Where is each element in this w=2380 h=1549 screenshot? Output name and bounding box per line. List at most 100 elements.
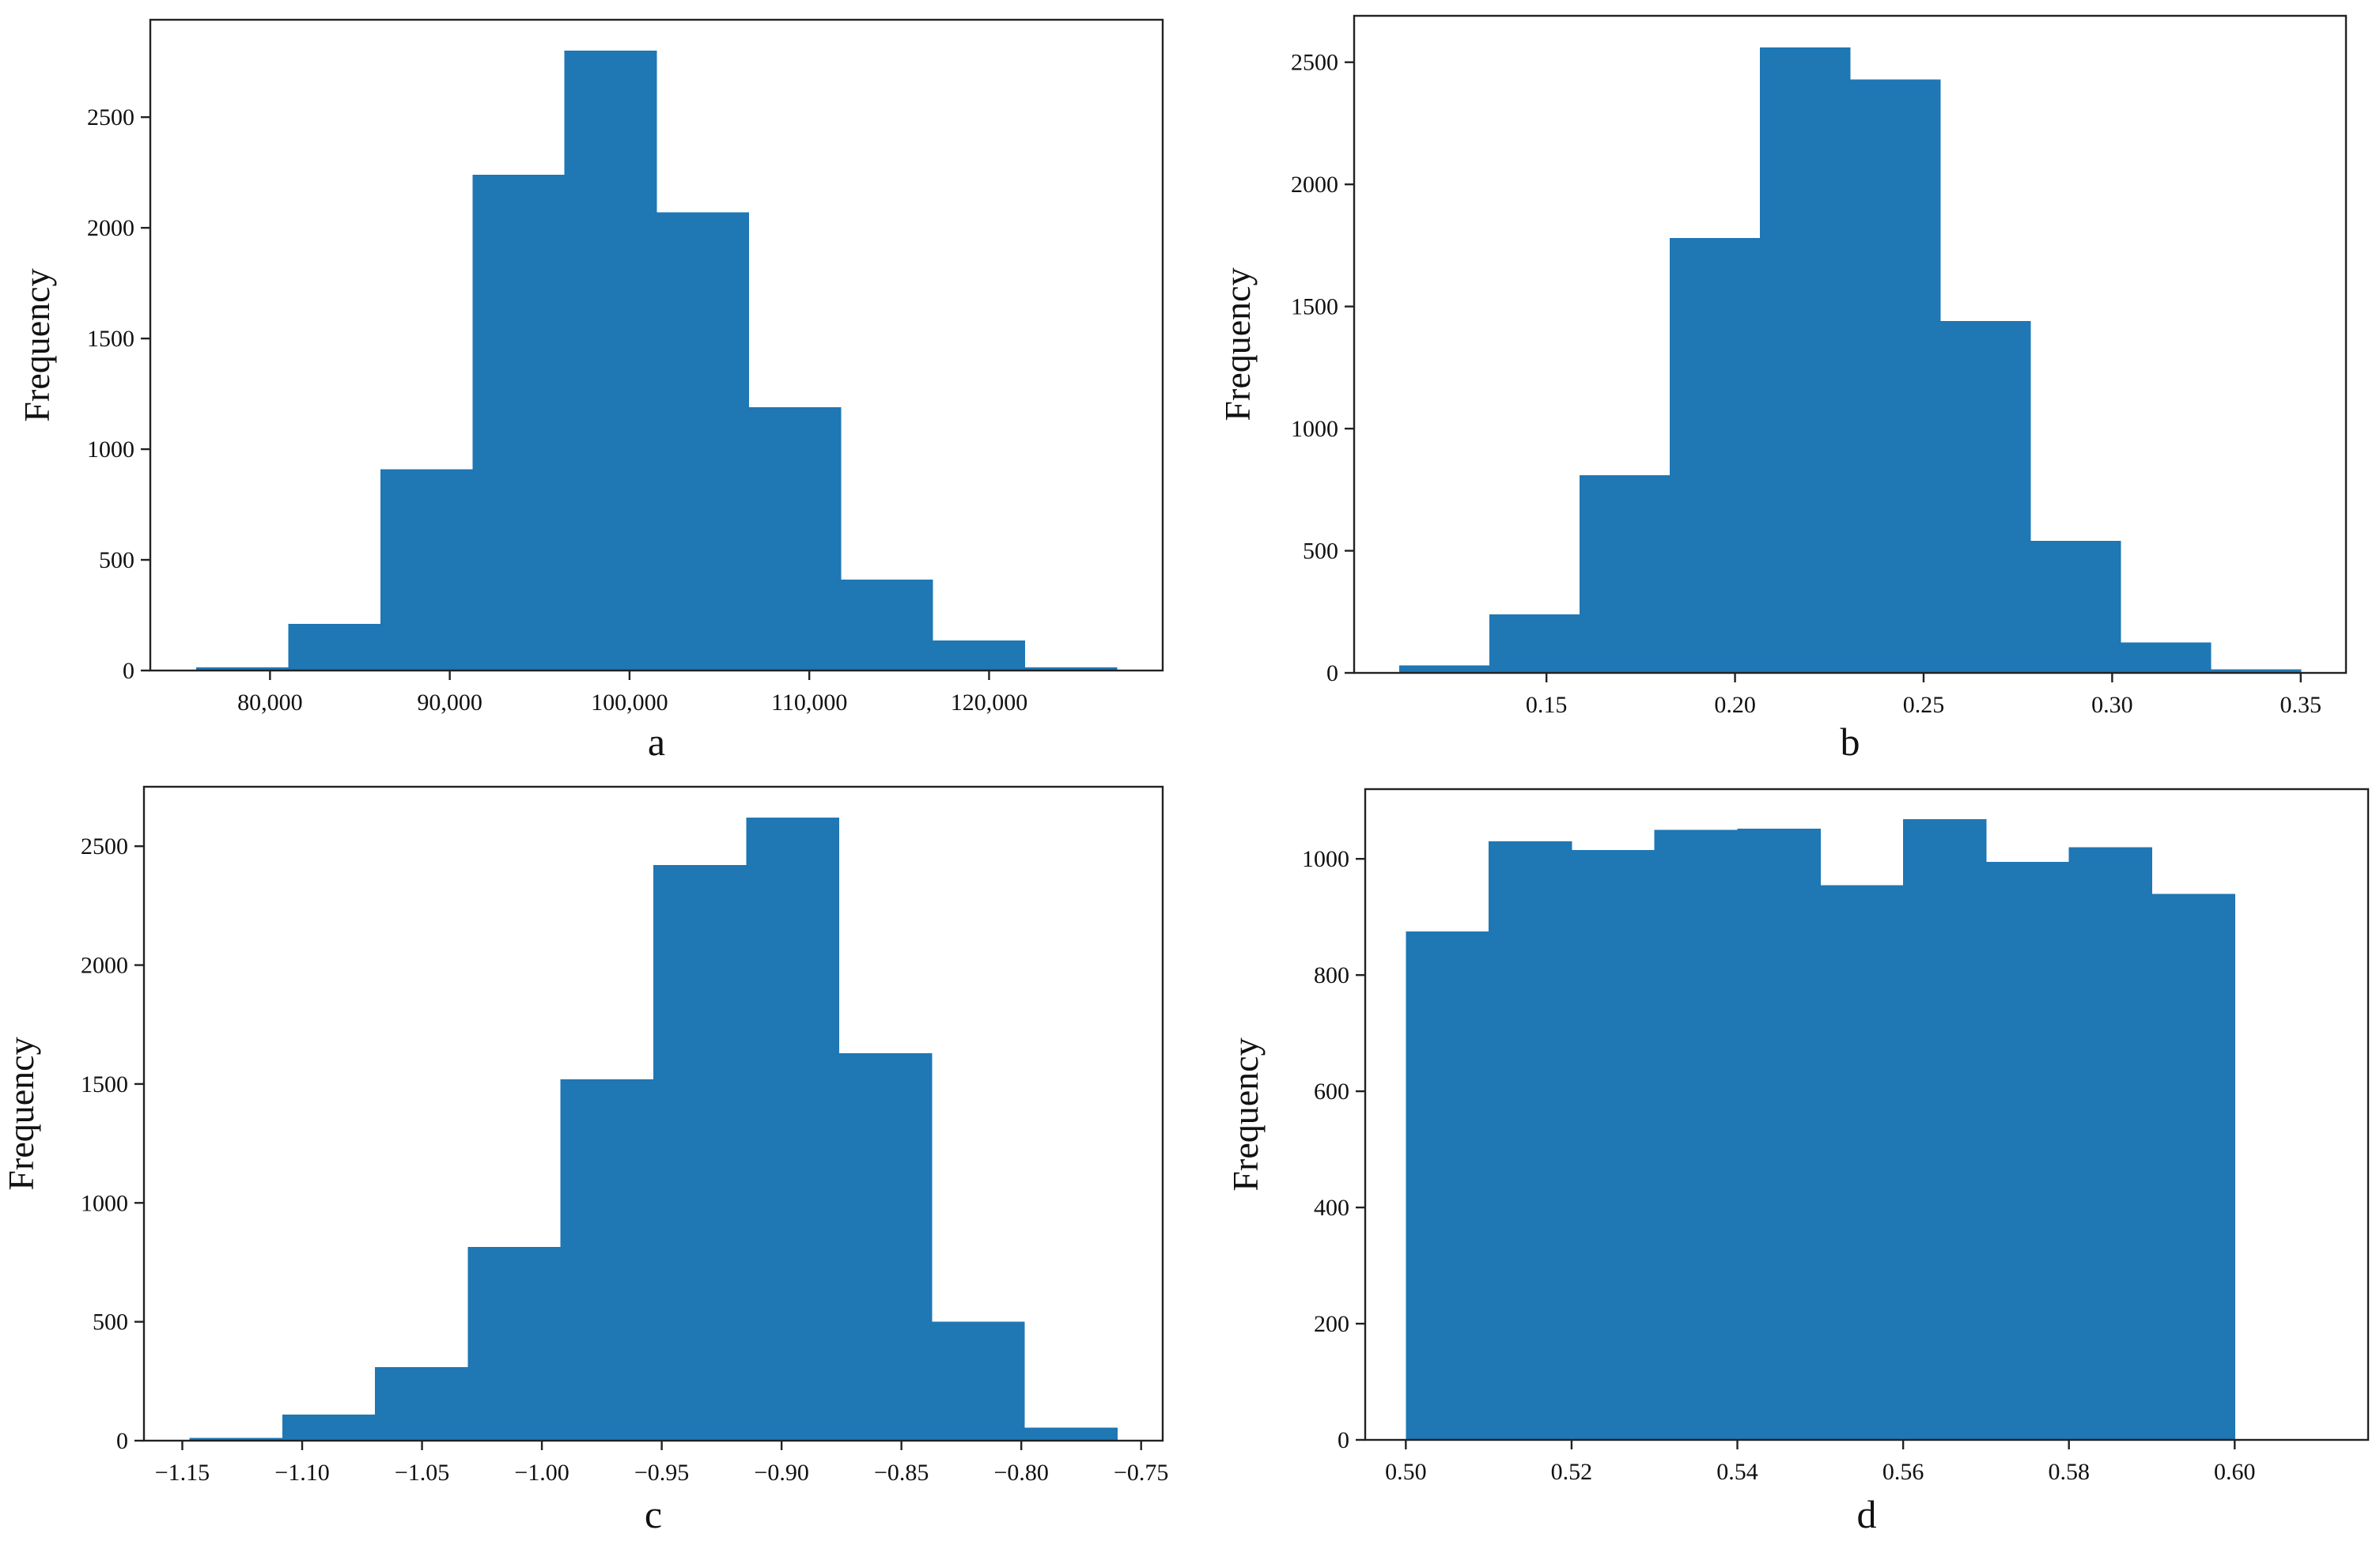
axes-frame: [1353, 14, 2348, 674]
histogram-bar: [380, 469, 473, 671]
histogram-bar: [1820, 885, 1904, 1440]
histogram-bar: [467, 1246, 562, 1441]
y-tick-label: 1500: [1291, 294, 1338, 320]
histogram-bar: [1654, 829, 1739, 1440]
y-tick-label: 800: [1314, 962, 1349, 988]
axes-frame: [142, 785, 1164, 1442]
x-tick-label: −1.05: [395, 1460, 449, 1486]
x-tick-label: 0.56: [1882, 1459, 1924, 1485]
x-tick-label: 0.60: [2214, 1459, 2256, 1485]
x-tick-label: 0.35: [2280, 692, 2322, 718]
panel-b: 0.15 0.20 0.25 0.30 0.35 0 500 1000 1500 2000 2500…: [1217, 14, 2348, 764]
panel-d: 0.50 0.52 0.54 0.56 0.58 0.60 0 200 400 600 800 100…: [1225, 788, 2370, 1536]
histogram-bar: [933, 640, 1026, 671]
histogram-bar: [1406, 931, 1489, 1440]
axes-frame: [1364, 788, 2370, 1441]
x-tick-label: 0.54: [1716, 1459, 1758, 1485]
histogram-bar: [1737, 828, 1821, 1440]
x-tick-label: −0.95: [634, 1460, 689, 1486]
y-tick-label: 1000: [81, 1190, 128, 1216]
histogram-bar: [1939, 321, 2031, 673]
y-tick-label: 2500: [87, 104, 134, 130]
histogram-bar: [1760, 47, 1851, 674]
panel-a: 80,000 90,000 100,000 110,000 120,000 0 500 100…: [17, 18, 1164, 764]
y-axis-label: Frequency: [1225, 1037, 1266, 1191]
histogram-bar: [189, 1438, 283, 1441]
y-tick-label: 500: [99, 547, 134, 573]
x-tick-label: −0.80: [993, 1460, 1048, 1486]
y-tick-label: 0: [123, 658, 134, 684]
histogram-bar: [2151, 894, 2235, 1440]
histogram-bar: [1571, 850, 1655, 1440]
histogram-bar: [931, 1321, 1025, 1441]
panel-label: d: [1857, 1492, 1877, 1536]
y-tick-label: 0: [1326, 660, 1338, 686]
y-axis-label: Frequency: [17, 268, 57, 421]
histogram-bar: [282, 1414, 376, 1441]
histogram-bar: [2120, 642, 2212, 673]
y-tick-label: 1500: [87, 326, 134, 352]
x-tick-label: 0.30: [2091, 692, 2133, 718]
histogram-bar: [1024, 1427, 1118, 1441]
histogram-bar: [2068, 847, 2153, 1440]
x-tick-label: −1.10: [274, 1460, 329, 1486]
histogram-bar: [838, 1052, 933, 1441]
x-tick-label: −0.75: [1114, 1460, 1168, 1486]
x-tick-label: 90,000: [417, 689, 482, 716]
y-tick-label: 2000: [81, 953, 128, 979]
x-tick-label: 0.15: [1526, 692, 1568, 718]
histogram-bar: [1903, 819, 1987, 1440]
y-tick-label: 600: [1314, 1079, 1349, 1105]
histogram-bar: [288, 624, 381, 671]
x-tick-label: 0.58: [2048, 1459, 2090, 1485]
histogram-bar: [564, 51, 657, 671]
histogram-bar: [472, 174, 566, 671]
y-tick-label: 1500: [81, 1071, 128, 1098]
y-tick-label: 2000: [1291, 172, 1338, 198]
y-tick-label: 500: [1303, 538, 1338, 565]
x-tick-label: 0.50: [1385, 1459, 1427, 1485]
y-tick-label: 0: [1338, 1427, 1349, 1453]
histogram-bar: [656, 212, 749, 671]
x-tick-label: −1.15: [155, 1460, 210, 1486]
x-tick-label: 120,000: [951, 689, 1028, 716]
panel-label: b: [1841, 720, 1860, 764]
histogram-bar: [560, 1079, 654, 1441]
histogram-bar: [1399, 665, 1490, 673]
panel-label: c: [645, 1492, 662, 1536]
histogram-bar: [2210, 669, 2302, 673]
y-tick-label: 2000: [87, 215, 134, 241]
histogram-bar: [196, 667, 289, 671]
y-tick-label: 2500: [1291, 50, 1338, 76]
histogram-bar: [1670, 238, 1761, 673]
histogram-bar: [840, 580, 933, 671]
x-tick-label: −0.90: [754, 1460, 808, 1486]
histogram-bar: [1850, 79, 1941, 673]
x-tick-label: 100,000: [591, 689, 668, 716]
x-tick-label: 0.25: [1903, 692, 1945, 718]
histogram-bar: [746, 818, 840, 1441]
y-axis-label: Frequency: [1217, 267, 1258, 421]
x-tick-label: −1.00: [514, 1460, 569, 1486]
histogram-bar: [1024, 667, 1118, 671]
y-tick-label: 500: [93, 1309, 128, 1336]
y-tick-label: 2500: [81, 833, 128, 860]
panel-c: −1.15 −1.10 −1.05 −1.00 −0.95 −0.90 −0.85 −0.80…: [1, 785, 1168, 1536]
y-axis-label: Frequency: [1, 1037, 41, 1190]
histogram-bar: [748, 406, 842, 671]
y-tick-label: 200: [1314, 1311, 1349, 1337]
panel-label: a: [648, 720, 665, 764]
x-tick-label: 110,000: [771, 689, 847, 716]
histogram-bar: [1489, 614, 1580, 673]
histogram-bar: [1489, 841, 1572, 1440]
histogram-bar: [1985, 861, 2070, 1440]
x-tick-label: 0.20: [1714, 692, 1756, 718]
x-tick-label: 80,000: [237, 689, 303, 716]
histogram-bar: [2030, 541, 2121, 673]
x-tick-label: −0.85: [874, 1460, 929, 1486]
axes-frame: [149, 18, 1164, 672]
y-tick-label: 400: [1314, 1195, 1349, 1221]
x-tick-label: 0.52: [1551, 1459, 1593, 1485]
y-tick-label: 1000: [87, 436, 134, 463]
